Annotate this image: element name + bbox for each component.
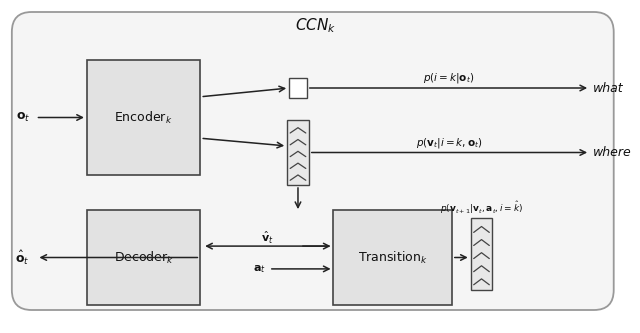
Bar — [289, 78, 307, 98]
Text: what: what — [593, 82, 623, 95]
Text: $p(i = k|\mathbf{o}_t)$: $p(i = k|\mathbf{o}_t)$ — [423, 71, 474, 85]
Text: $\mathbf{a}_t$: $\mathbf{a}_t$ — [253, 263, 266, 275]
Text: $\mathbf{o}_t$: $\mathbf{o}_t$ — [17, 111, 31, 124]
Text: $p(\mathbf{v}_t | i = k, \mathbf{o}_t)$: $p(\mathbf{v}_t | i = k, \mathbf{o}_t)$ — [416, 136, 483, 150]
Text: Transition$_k$: Transition$_k$ — [358, 249, 428, 265]
Bar — [470, 218, 492, 290]
Bar — [333, 210, 452, 305]
Text: Decoder$_k$: Decoder$_k$ — [113, 249, 173, 265]
Bar — [287, 120, 309, 185]
FancyBboxPatch shape — [12, 12, 614, 310]
Text: CCN$_k$: CCN$_k$ — [295, 17, 337, 35]
Bar — [87, 60, 200, 175]
Text: $\hat{\mathbf{o}}_t$: $\hat{\mathbf{o}}_t$ — [15, 248, 30, 267]
Text: $\hat{\mathbf{v}}_t$: $\hat{\mathbf{v}}_t$ — [260, 230, 273, 246]
Text: Encoder$_k$: Encoder$_k$ — [115, 110, 173, 126]
Text: $p(\mathbf{v}_{t+1} | \mathbf{v}_t, \mathbf{a}_t, i = \hat{k})$: $p(\mathbf{v}_{t+1} | \mathbf{v}_t, \mat… — [440, 200, 523, 216]
Text: where: where — [593, 146, 632, 159]
Bar — [87, 210, 200, 305]
